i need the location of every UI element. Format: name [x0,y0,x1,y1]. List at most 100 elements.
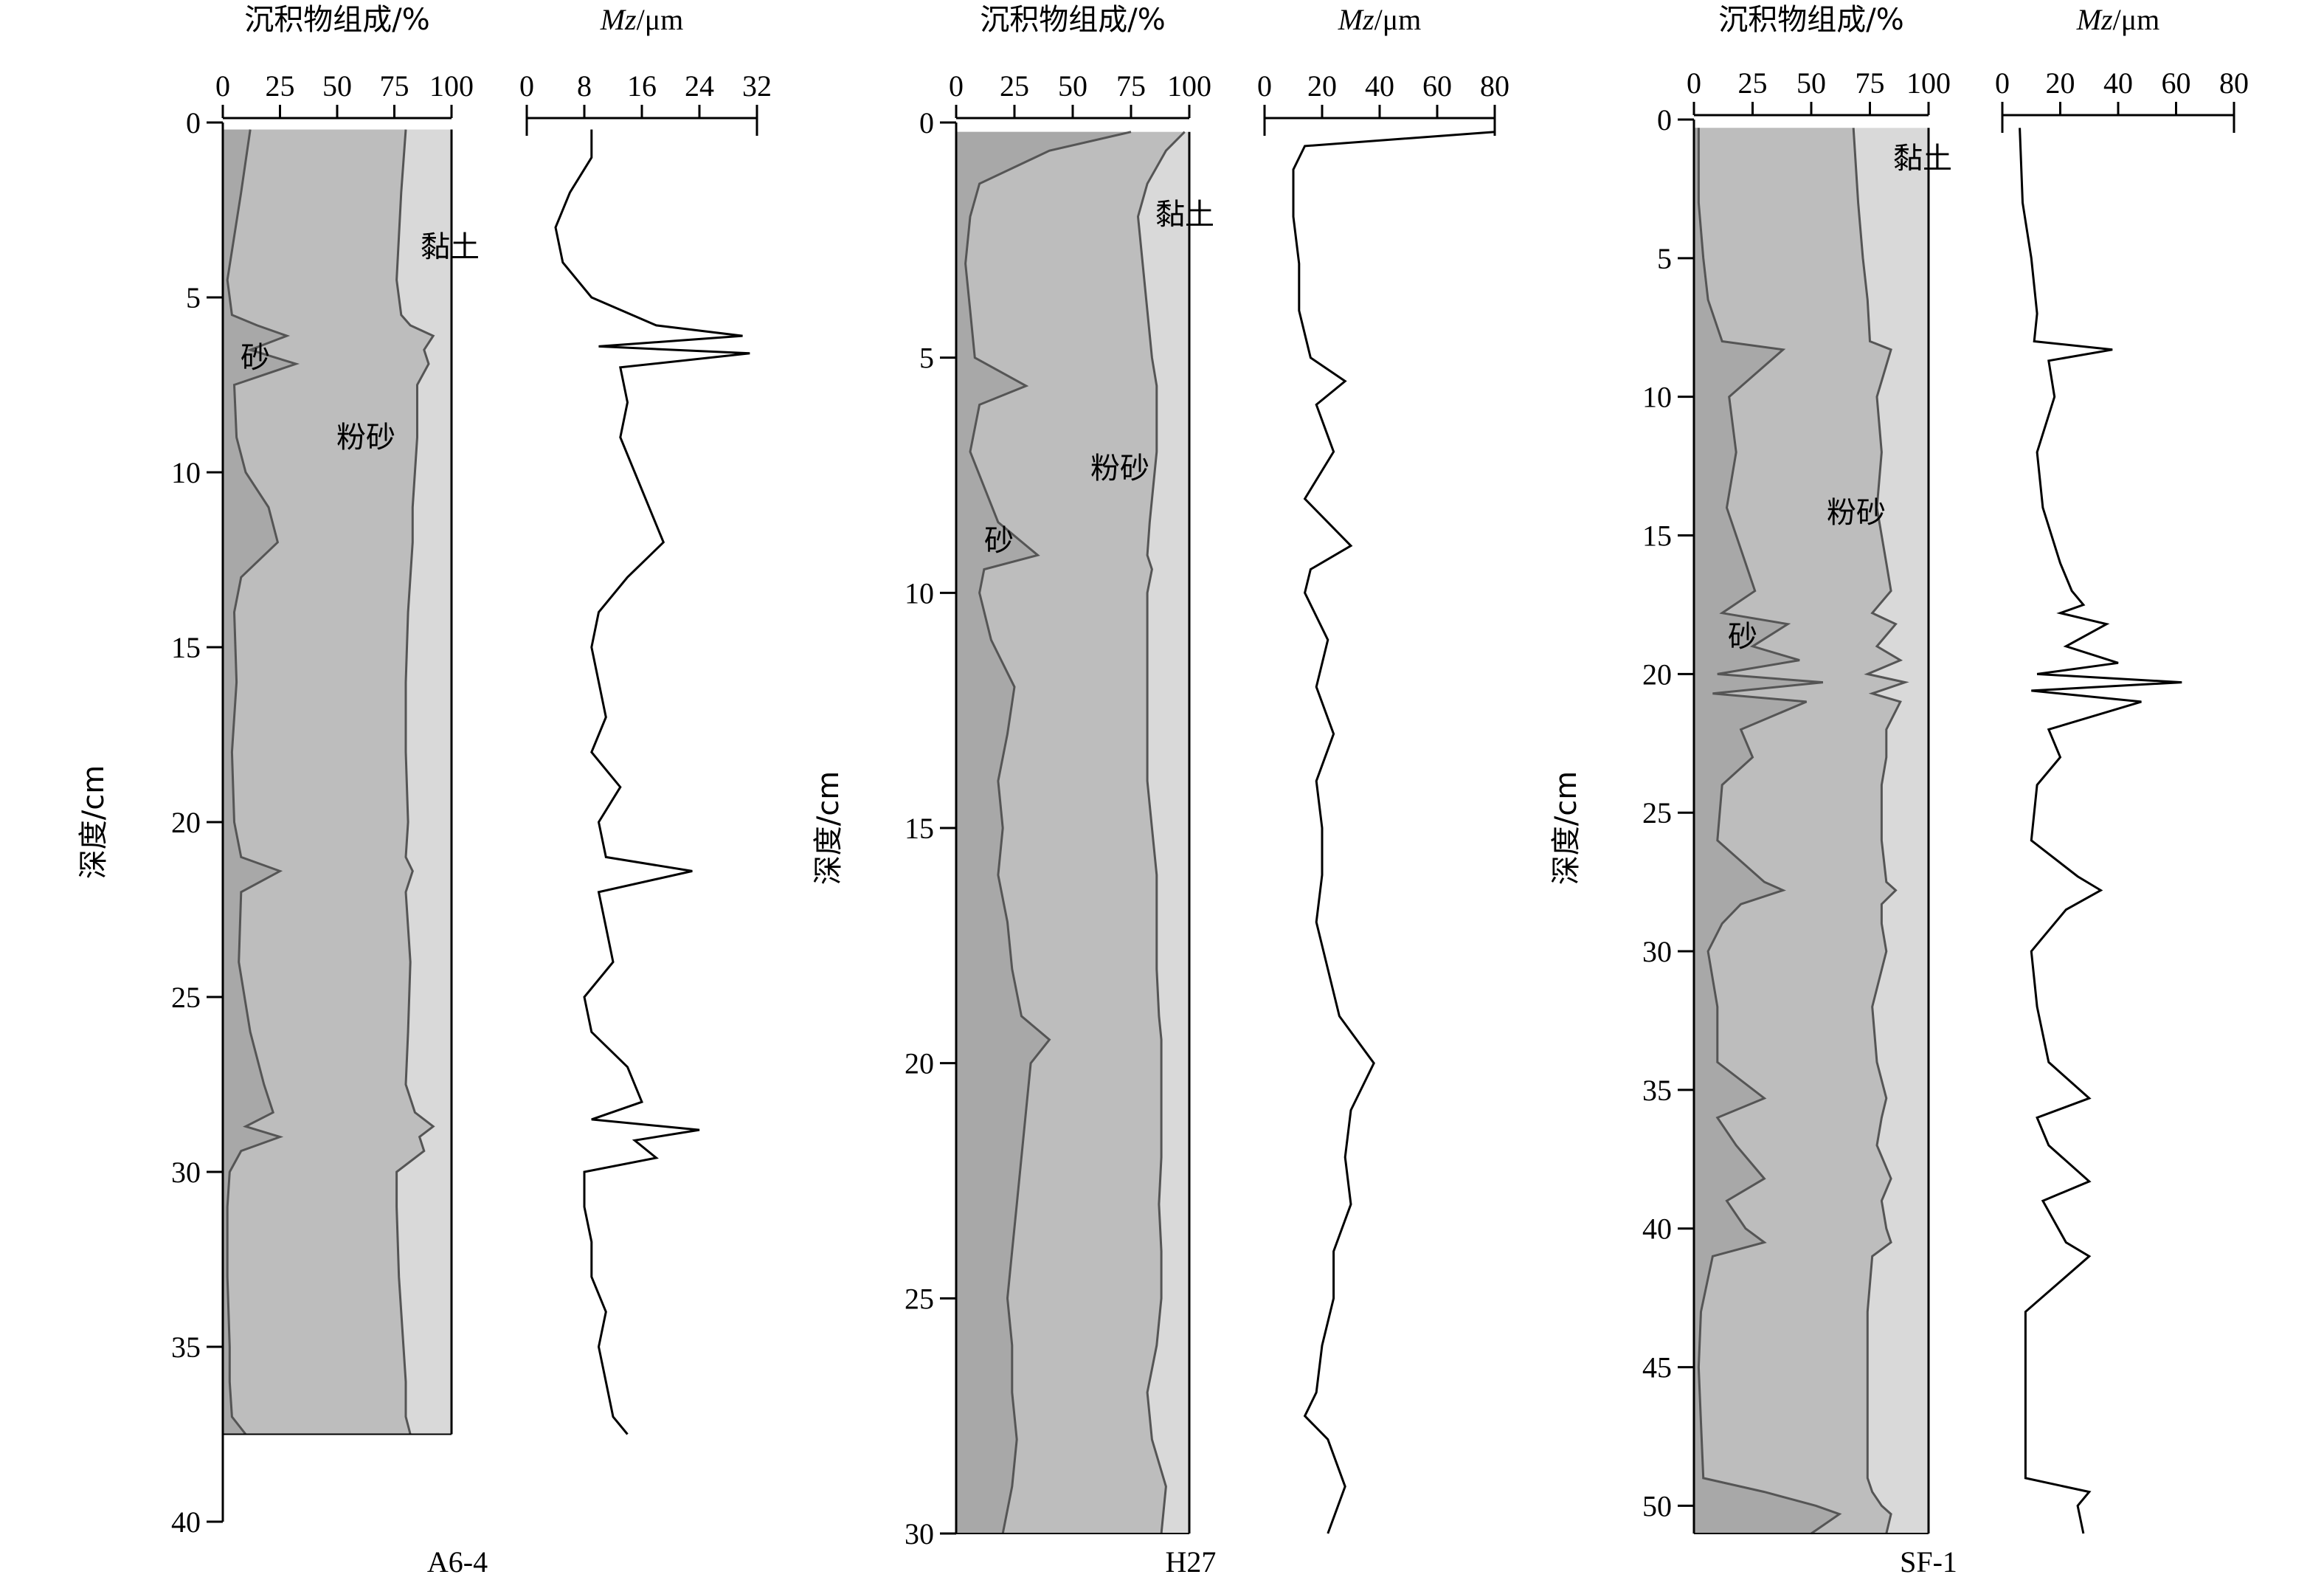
mz-tick-label: 40 [2103,66,2133,100]
mz-tick-label: 24 [685,69,714,103]
composition-tick-label: 0 [949,69,964,103]
silt-clay-boundary-line [1136,131,1186,1534]
depth-tick-label: 0 [919,106,934,139]
depth-tick-label: 20 [905,1047,934,1080]
depth-tick-label: 25 [171,981,201,1014]
depth-tick-label: 5 [1657,242,1672,275]
depth-tick-label: 25 [1642,796,1672,829]
silt-label: 粉砂 [336,421,395,455]
silt-clay-boundary-line [1852,128,1909,1534]
mz-title-italic: Mz [600,3,637,36]
sand-area [956,131,1131,1534]
depth-tick-label: 35 [171,1331,201,1364]
mz-tick-label: 8 [577,69,592,103]
composition-tick-label: 25 [266,69,295,103]
silt-label: 粉砂 [1827,496,1886,530]
composition-tick-label: 100 [429,69,474,103]
composition-tick-label: 0 [1687,66,1701,100]
composition-tick-label: 50 [1796,66,1826,100]
clay-label: 黏土 [421,230,480,264]
sand-silt-boundary-line [226,129,300,1435]
depth-axis-title: 深度/cm [77,765,111,879]
clay-label: 黏土 [1155,198,1214,232]
mz-title: Mz/μm [600,3,684,36]
depth-tick-label: 40 [1642,1212,1672,1246]
mz-tick-label: 80 [2219,66,2249,100]
mz-tick-label: 60 [2162,66,2191,100]
core-name-label: H27 [1166,1545,1217,1579]
mz-tick-label: 20 [1307,69,1337,103]
depth-axis-title: 深度/cm [812,771,845,885]
composition-tick-label: 25 [1000,69,1029,103]
clay-label: 黏土 [1893,142,1952,176]
composition-title: 沉积物组成/% [980,3,1165,37]
panel-SF-1: 0 5 10 15 20 25 30 35 40 45 50 深度/cm 0 25 50 75 100沉积物组成… [1549,3,2249,1579]
composition-tick-label: 75 [1856,66,1885,100]
depth-tick-label: 5 [919,342,934,375]
composition-tick-label: 75 [380,69,409,103]
depth-tick-label: 30 [905,1517,934,1550]
composition-tick-label: 75 [1116,69,1146,103]
mz-tick-label: 32 [742,69,772,103]
depth-tick-label: 0 [186,106,201,139]
depth-tick-label: 30 [171,1156,201,1189]
depth-tick-label: 35 [1642,1074,1672,1107]
composition-tick-label: 100 [1906,66,1951,100]
sand-silt-boundary-line [1697,128,1842,1535]
mz-tick-label: 16 [627,69,657,103]
mz-series-line [1292,131,1495,1534]
composition-tick-label: 0 [215,69,230,103]
sand-label: 砂 [241,341,270,375]
depth-tick-label: 45 [1642,1351,1672,1384]
mz-tick-label: 0 [519,69,534,103]
composition-tick-label: 50 [322,69,352,103]
mz-tick-label: 60 [1422,69,1452,103]
depth-tick-label: 50 [1642,1489,1672,1522]
mz-tick-label: 40 [1365,69,1394,103]
depth-tick-label: 15 [171,631,201,664]
mz-tick-label: 80 [1480,69,1509,103]
mz-series-line [554,129,750,1435]
depth-tick-label: 0 [1657,103,1672,137]
depth-tick-label: 10 [905,576,934,610]
mz-series-line [2019,128,2182,1534]
mz-title-unit: /μm [2113,3,2160,36]
sand-label: 砂 [984,524,1014,558]
mz-title-unit: /μm [637,3,684,36]
depth-tick-label: 25 [905,1282,934,1315]
depth-tick-label: 20 [171,806,201,839]
mz-title-italic: Mz [1338,3,1374,36]
mz-tick-label: 0 [1257,69,1272,103]
depth-tick-label: 15 [1642,520,1672,553]
mz-title: Mz/μm [1338,3,1422,36]
composition-title: 沉积物组成/% [1718,3,1903,37]
mz-tick-label: 0 [1995,66,2010,100]
silt-clay-boundary-line [395,129,435,1435]
composition-tick-label: 50 [1058,69,1087,103]
depth-tick-label: 30 [1642,935,1672,968]
mz-title-unit: /μm [1374,3,1422,36]
composition-tick-label: 25 [1738,66,1768,100]
sand-silt-boundary-line [964,131,1132,1534]
composition-tick-label: 100 [1167,69,1211,103]
core-name-label: SF-1 [1900,1545,1957,1579]
depth-tick-label: 10 [1642,381,1672,414]
depth-tick-label: 10 [171,456,201,489]
core-name-label: A6-4 [427,1545,488,1579]
depth-tick-label: 40 [171,1505,201,1539]
depth-tick-label: 20 [1642,658,1672,691]
mz-title-italic: Mz [2076,3,2113,36]
composition-title: 沉积物组成/% [244,3,429,37]
depth-tick-label: 15 [905,812,934,845]
sand-area [1694,128,1840,1534]
sand-label: 砂 [1728,620,1757,654]
silt-area [223,129,434,1435]
mz-tick-label: 20 [2046,66,2075,100]
depth-tick-label: 5 [186,281,201,314]
silt-label: 粉砂 [1090,452,1149,486]
depth-axis-title: 深度/cm [1549,771,1583,885]
